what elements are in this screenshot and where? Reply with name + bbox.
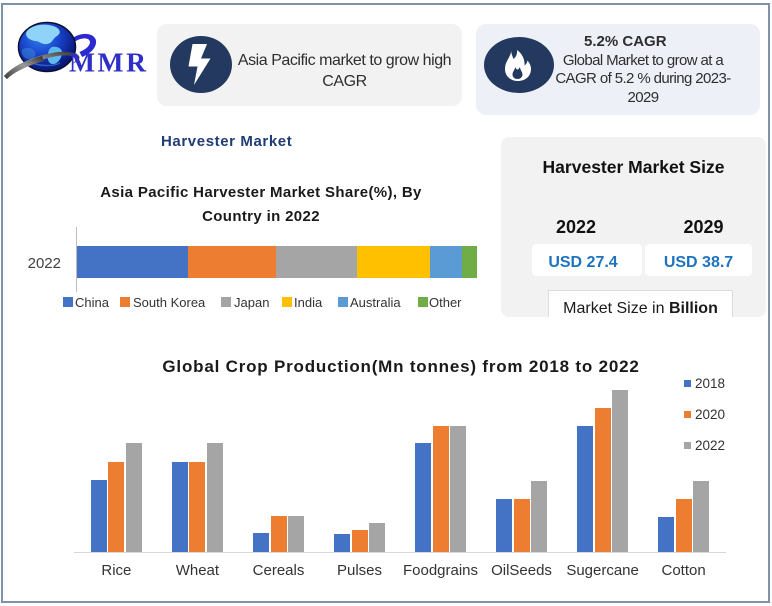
svg-text:MMR: MMR [69,46,149,77]
